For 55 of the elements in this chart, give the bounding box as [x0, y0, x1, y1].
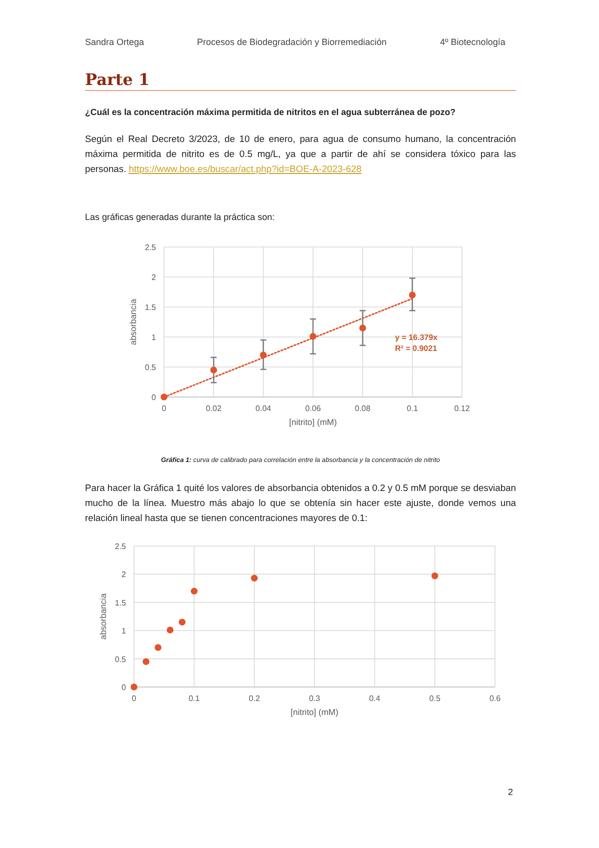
x-tick-label: 0	[132, 694, 137, 703]
point	[130, 684, 138, 690]
annotation: y = 16.379x	[395, 333, 438, 342]
x-tick-label: 0.06	[305, 404, 322, 413]
point	[160, 394, 168, 400]
point	[142, 658, 150, 665]
point	[166, 626, 174, 634]
x-tick-label: 0.2	[248, 694, 260, 703]
text: Las gráficas generadas durante la práctica son:	[85, 212, 275, 222]
x-tick-label: 0.04	[256, 404, 272, 413]
y-tick-label: 1	[152, 333, 157, 342]
point	[408, 292, 416, 298]
point	[210, 366, 218, 374]
y-tick-label: 0	[152, 393, 157, 402]
point	[431, 572, 438, 580]
x-tick-label: 0	[162, 404, 167, 413]
y-tick-label: 2	[122, 570, 127, 580]
x-tick-label: 0.5	[429, 694, 441, 703]
x-tick-label: 0.08	[354, 404, 371, 413]
y-tick-label: 2.5	[144, 243, 157, 252]
chart-title: Parte 1	[85, 70, 516, 91]
y-axis-title: absorbancia	[128, 298, 138, 346]
point	[260, 352, 267, 358]
y-tick-label: 0.5	[144, 363, 157, 372]
y-tick-label: 1	[122, 626, 127, 636]
y-tick-label: 2.5	[114, 542, 127, 551]
point	[359, 324, 366, 332]
point	[154, 644, 162, 651]
chart-subtitle: ¿Cuál es la concentración máxima permitida de nitritos en el agua subterránea de pozo?	[85, 107, 457, 117]
text: Procesos de Biodegradación y Biorremediación	[197, 37, 387, 47]
point	[190, 588, 198, 594]
x-tick-label: 0.02	[206, 404, 222, 413]
y-tick-label: 1.5	[114, 598, 127, 608]
x-tick-label: 0.1	[188, 694, 200, 703]
text: 2	[508, 787, 514, 797]
point	[250, 574, 258, 582]
annotation: R² = 0.9021	[395, 344, 438, 353]
text: 4º Biotecnología	[440, 37, 506, 47]
y-tick-label: 1.5	[144, 303, 157, 312]
x-tick-label: 0.1	[406, 404, 418, 413]
x-axis-title: [nitrito] (mM)	[289, 417, 338, 427]
y-tick-label: 2	[152, 273, 157, 282]
point	[178, 618, 186, 626]
y-axis-title: absorbancia	[98, 593, 108, 640]
y-tick-label: 0.5	[114, 654, 127, 664]
y-tick-label: 0	[122, 683, 127, 692]
x-tick-label: 0.12	[454, 404, 470, 413]
x-axis-title: [nitrito] (mM)	[290, 707, 339, 717]
x-tick-label: 0.4	[369, 694, 381, 703]
text: Sandra Ortega	[85, 37, 144, 47]
text: https://www.boe.es/buscar/act.php?id=BOE-A-2023-628	[128, 163, 362, 174]
point	[310, 333, 316, 340]
text: Para hacer la Gráfica 1 quité los valores de absorbancia obtenidos a 0.2 y 0.5 mM porque se desviaban mucho de la línea. Muestro más abajo lo que se obtenía sin hacer este ajuste, donde vemos una relación lineal hasta que se tienen concentraciones mayores de 0.1:	[85, 481, 516, 525]
x-tick-label: 0.6	[489, 694, 502, 703]
x-tick-label: 0.3	[308, 694, 321, 703]
